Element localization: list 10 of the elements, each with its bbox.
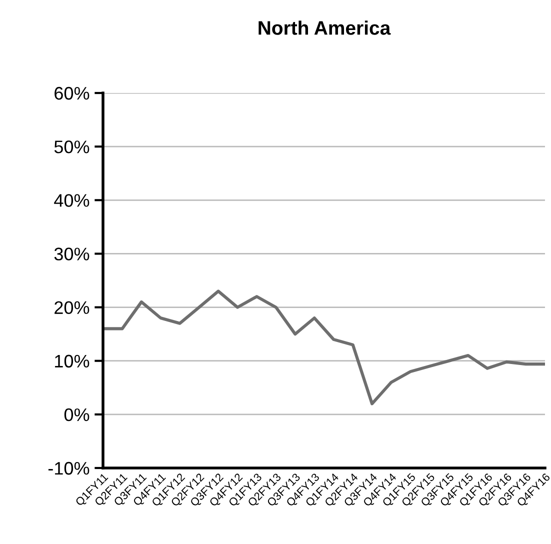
y-tick-label: 60% <box>54 86 90 100</box>
y-tick-label: 50% <box>54 140 90 154</box>
y-tick-label: 30% <box>54 248 90 260</box>
y-tick-label: -10% <box>48 462 90 475</box>
y-tick-label: 0% <box>64 408 90 422</box>
y-tick-label: 10% <box>55 354 90 368</box>
y-tick-label: 20% <box>54 301 90 314</box>
chart-title: North America <box>258 20 391 35</box>
y-tick-label: 40% <box>54 194 90 207</box>
line-series <box>103 290 545 406</box>
